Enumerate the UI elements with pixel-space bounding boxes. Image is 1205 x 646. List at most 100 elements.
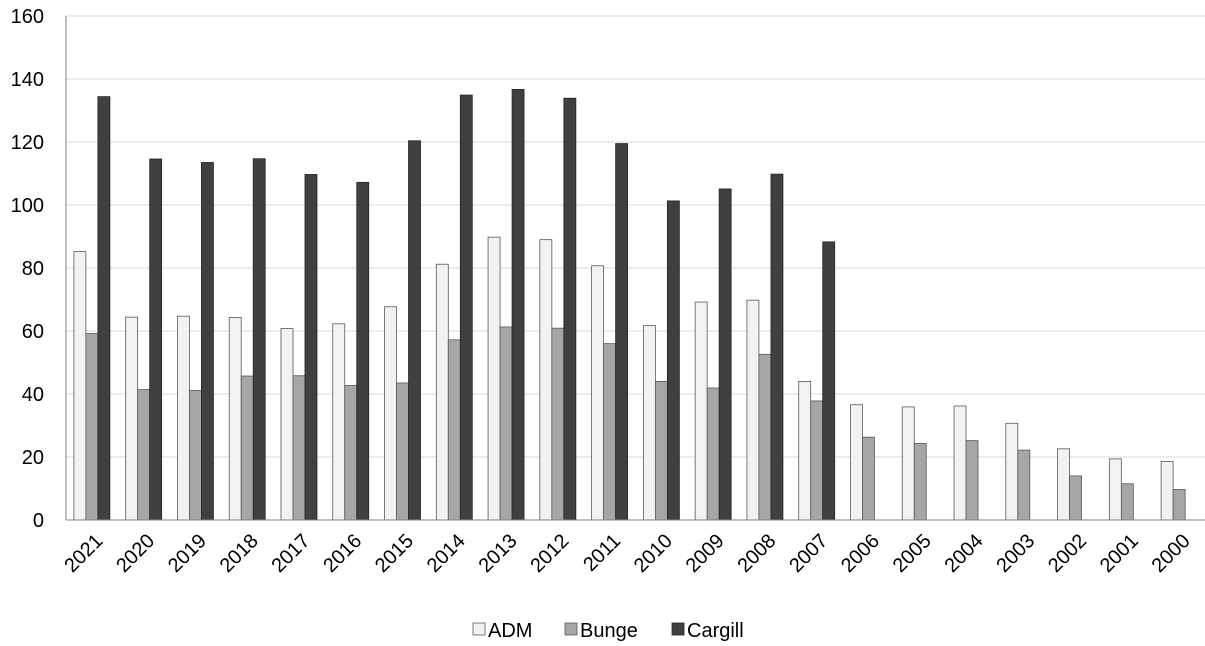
x-tick-label: 2018 (216, 530, 263, 577)
y-tick-label: 40 (22, 384, 44, 406)
bar-cargill-2012 (563, 97, 577, 521)
bar-bunge-2005 (913, 443, 927, 521)
bar-bunge-2011 (603, 343, 617, 521)
x-tick-label: 2012 (526, 530, 573, 577)
y-tick-label: 20 (22, 447, 44, 469)
bar-cargill-2015 (408, 140, 421, 521)
bar-cargill-2008 (770, 173, 784, 521)
bar-adm-2017 (280, 328, 294, 521)
x-tick-label: 2015 (371, 530, 418, 577)
x-tick-label: 2007 (785, 530, 832, 577)
bar-bunge-2014 (447, 339, 461, 521)
bars (73, 88, 1186, 521)
x-tick-label: 2000 (1148, 530, 1195, 577)
bar-cargill-2010 (666, 200, 680, 521)
legend-label-bunge: Bunge (580, 620, 638, 642)
y-tick-label: 80 (22, 258, 44, 280)
x-tick-label: 2016 (319, 530, 366, 577)
bar-bunge-2003 (1017, 449, 1031, 521)
bar-bunge-2012 (551, 327, 565, 521)
bar-adm-2011 (591, 265, 605, 521)
bar-cargill-2016 (356, 181, 370, 521)
bar-adm-2006 (850, 404, 863, 521)
bar-bunge-2002 (1069, 475, 1082, 521)
y-tick-label: 140 (11, 69, 44, 91)
x-tick-label: 2011 (579, 530, 625, 576)
bar-adm-2013 (487, 236, 501, 521)
bar-adm-2002 (1057, 448, 1070, 521)
bar-adm-2000 (1160, 461, 1174, 521)
bar-bunge-2009 (706, 387, 720, 521)
bar-bunge-2001 (1120, 483, 1134, 521)
bar-bunge-2019 (189, 390, 202, 521)
y-tick-label: 60 (22, 321, 44, 343)
bar-adm-2012 (539, 239, 553, 521)
x-tick-label: 2017 (267, 530, 314, 577)
bar-bunge-2004 (965, 440, 979, 521)
bar-bunge-2007 (810, 400, 824, 521)
bar-adm-2016 (332, 323, 346, 521)
bar-bunge-2006 (862, 436, 875, 521)
bar-cargill-2007 (822, 241, 836, 521)
x-tick-label: 2019 (164, 530, 211, 577)
bar-adm-2010 (642, 325, 656, 521)
bar-adm-2018 (228, 317, 242, 521)
bar-adm-2021 (73, 251, 87, 521)
bar-cargill-2011 (615, 143, 629, 521)
y-tick-label: 120 (11, 132, 44, 154)
bar-bunge-2015 (396, 382, 409, 521)
x-tick-label: 2010 (630, 530, 677, 577)
bar-adm-2020 (125, 316, 139, 521)
bar-bunge-2013 (499, 326, 513, 521)
x-tick-label: 2006 (837, 530, 884, 577)
x-tick-label: 2008 (733, 530, 780, 577)
x-tick-label: 2009 (682, 530, 729, 577)
bar-bunge-2016 (344, 385, 358, 521)
x-tick-label: 2014 (423, 530, 470, 577)
bar-adm-2007 (798, 380, 812, 521)
bar-cargill-2014 (459, 94, 473, 521)
legend-label-adm: ADM (488, 620, 532, 642)
bar-cargill-2009 (718, 188, 732, 521)
x-tick-label: 2001 (1096, 530, 1143, 577)
x-tick-label: 2003 (992, 530, 1039, 577)
bar-adm-2008 (746, 299, 760, 521)
legend-swatch-adm (472, 622, 486, 636)
bar-adm-2003 (1005, 422, 1019, 521)
legend: ADM Bunge Cargill (472, 620, 744, 642)
bar-bunge-2021 (85, 333, 99, 521)
legend-swatch-bunge (564, 622, 578, 636)
x-tick-label: 2013 (475, 530, 522, 577)
bar-adm-2001 (1108, 458, 1122, 521)
x-tick-label: 2021 (60, 530, 107, 577)
bar-bunge-2020 (137, 389, 151, 521)
x-tick-label: 2020 (112, 530, 159, 577)
bar-cargill-2019 (201, 162, 214, 521)
x-axis: 2021 2020 2019 2018 2017 2016 2015 2014 2013 2012… (60, 519, 1205, 577)
y-tick-label: 160 (11, 6, 44, 28)
legend-swatch-cargill (671, 622, 685, 636)
bar-bunge-2017 (292, 375, 306, 521)
bar-bunge-2008 (758, 353, 772, 521)
bar-adm-2015 (384, 306, 397, 521)
y-tick-label: 100 (11, 195, 44, 217)
y-tick-label: 0 (33, 510, 44, 532)
bar-adm-2014 (435, 263, 449, 521)
bar-bunge-2010 (654, 380, 668, 521)
y-axis: 0 20 40 60 80 100 120 140 160 (11, 6, 67, 532)
bar-cargill-2018 (252, 158, 266, 521)
bar-adm-2005 (901, 406, 915, 521)
bar-cargill-2020 (149, 158, 163, 521)
bar-adm-2009 (694, 301, 708, 521)
x-tick-label: 2005 (889, 530, 936, 577)
bar-cargill-2021 (97, 96, 111, 521)
bar-adm-2019 (177, 315, 190, 521)
bar-adm-2004 (953, 405, 967, 521)
bar-cargill-2013 (511, 88, 525, 521)
bar-cargill-2017 (304, 174, 318, 521)
x-tick-label: 2004 (941, 530, 988, 577)
bar-bunge-2000 (1172, 489, 1186, 521)
legend-label-cargill: Cargill (687, 620, 744, 642)
